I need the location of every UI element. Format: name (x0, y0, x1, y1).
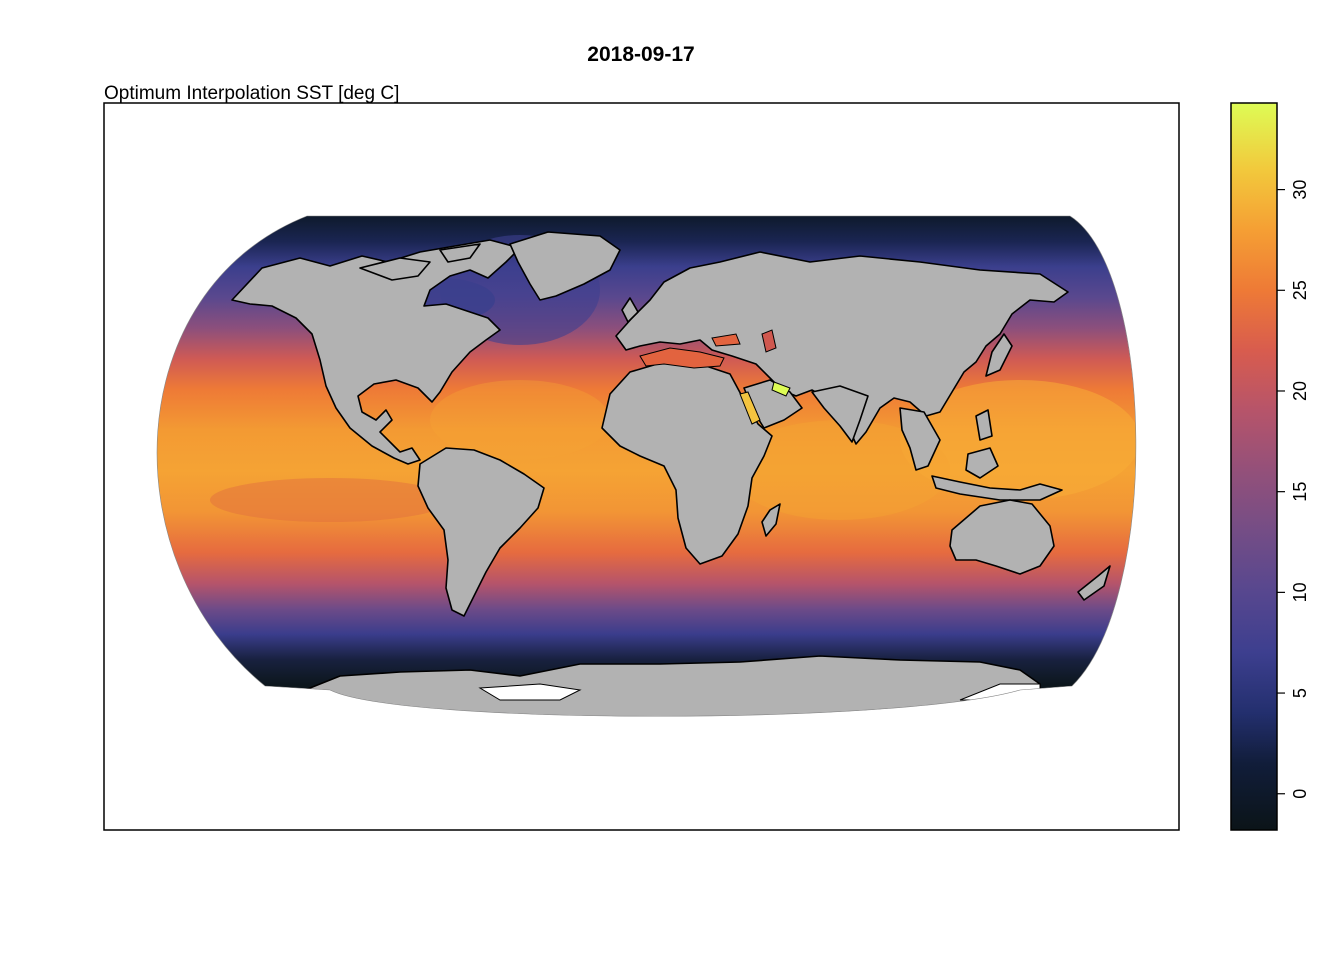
colorbar: 0 5 10 15 20 25 30 (1230, 102, 1310, 831)
plot-title: 2018-09-17 (587, 43, 694, 66)
colorbar-tick-label: 25 (1290, 280, 1310, 300)
colorbar-tick-label: 30 (1290, 180, 1310, 200)
british-isles (621, 297, 639, 323)
caspian-sea (761, 329, 777, 353)
colorbar-tick-label: 20 (1290, 381, 1310, 401)
arctic-islands (359, 243, 481, 281)
colorbar-tick-label: 15 (1290, 482, 1310, 502)
greenland (509, 231, 621, 301)
colorbar-tick-label: 5 (1290, 688, 1310, 698)
red-sea (739, 391, 761, 425)
cold-tongue-east-pacific (210, 478, 450, 522)
mediterranean-sea (639, 347, 725, 369)
australia (949, 499, 1055, 575)
north-america (231, 239, 521, 465)
japan (985, 333, 1013, 377)
ice-shelf-weddell (478, 683, 582, 701)
variable-label: Optimum Interpolation SST [deg C] (104, 83, 399, 104)
southeast-asia (899, 407, 941, 471)
africa (601, 361, 773, 565)
map-outline (156, 215, 1137, 717)
eurasia (615, 251, 1069, 445)
madagascar (761, 503, 781, 537)
borneo (965, 409, 999, 479)
warm-pool-indian (730, 420, 950, 520)
colorbar-tick-label: 10 (1290, 582, 1310, 602)
colorbar-ticks: 0 5 10 15 20 25 30 (1277, 180, 1310, 799)
south-america (417, 447, 545, 617)
indonesia (931, 475, 1063, 501)
colorbar-ramp (1230, 102, 1278, 831)
indian-subcontinent (811, 385, 869, 443)
warm-pool-atlantic (430, 380, 610, 460)
black-sea (711, 333, 741, 347)
colorbar-tick-label: 0 (1290, 789, 1310, 799)
new-zealand (1077, 565, 1111, 601)
warm-pool-west-pacific (900, 380, 1136, 500)
map (157, 216, 1136, 717)
persian-gulf (771, 381, 791, 397)
